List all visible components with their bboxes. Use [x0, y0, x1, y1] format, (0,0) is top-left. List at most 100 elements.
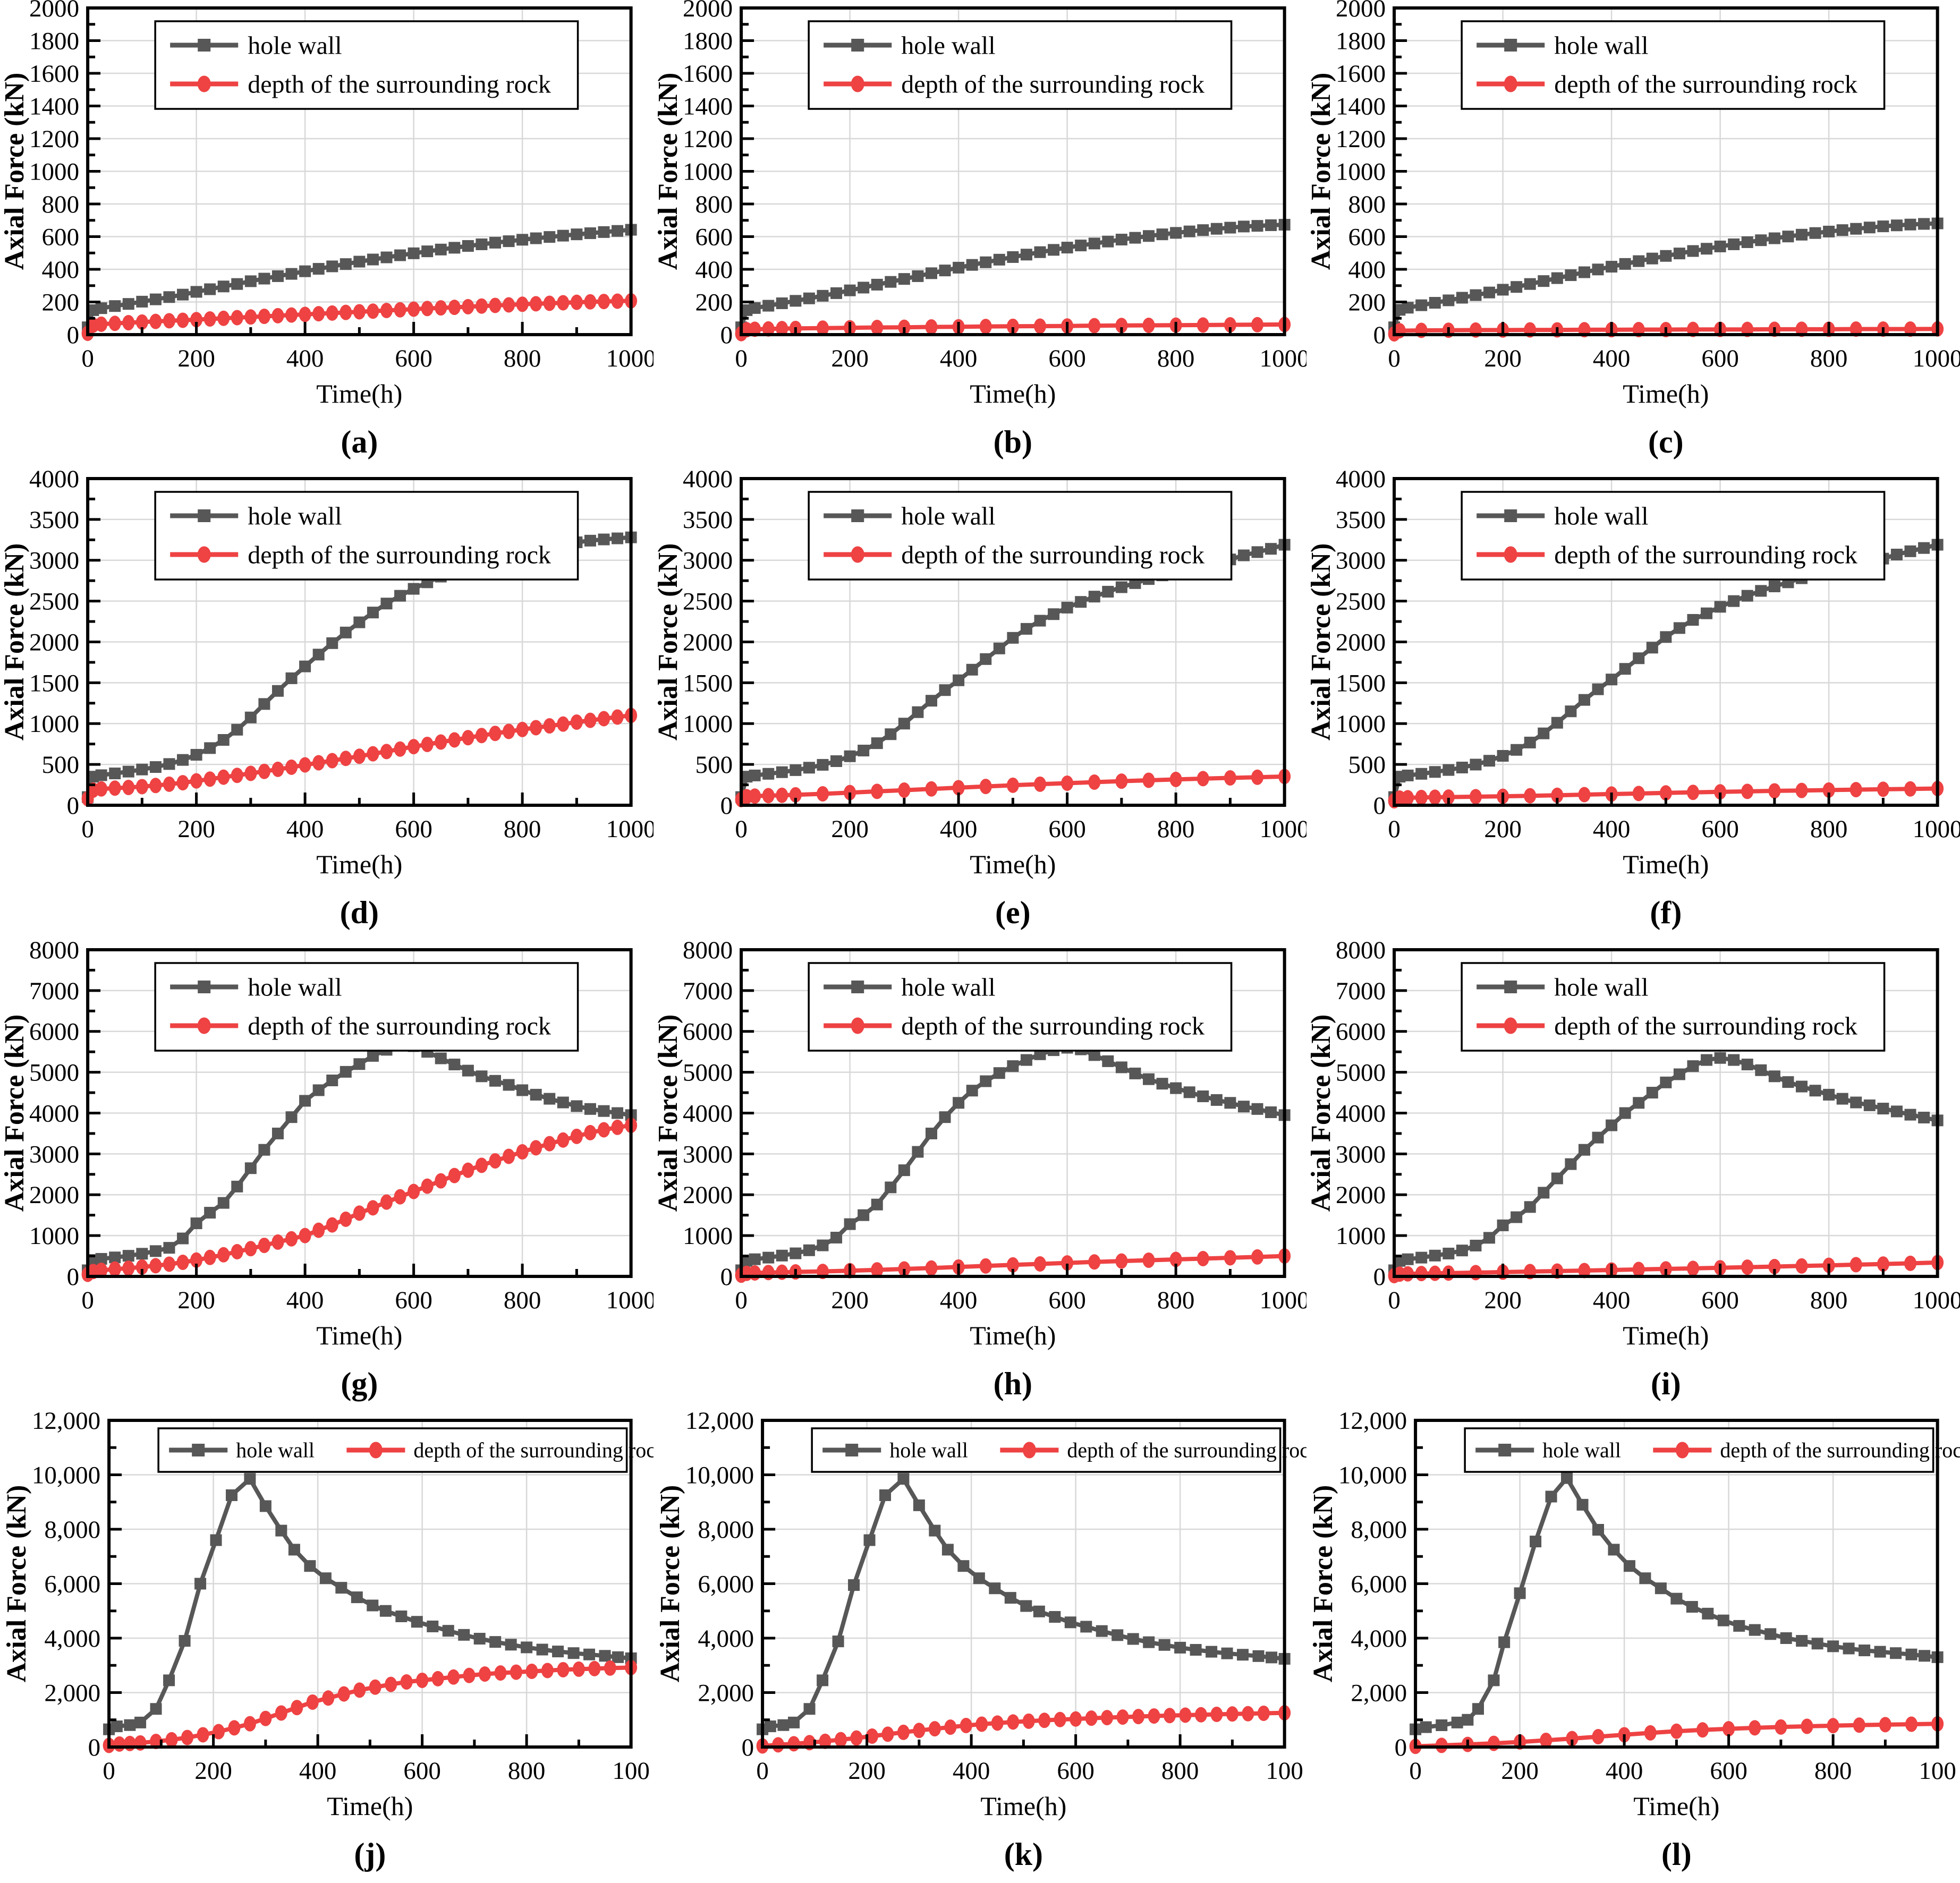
svg-text:0: 0 — [720, 792, 733, 820]
legend-label-hole_wall: hole wall — [901, 973, 995, 1001]
subplot-d: 0 200 400 600 800 1000 0 500 1000 1500 2000 2500 300… — [0, 471, 654, 942]
svg-text:1400: 1400 — [683, 93, 733, 121]
subplot-letter: (g) — [341, 1366, 378, 1401]
svg-text:0: 0 — [67, 792, 80, 820]
svg-text:1800: 1800 — [29, 28, 79, 55]
svg-text:0: 0 — [1373, 321, 1386, 349]
chart-l-canvas: 0 200 400 600 800 10002,0004,0006,0008,00010,… — [1306, 1412, 1960, 1883]
svg-text:200: 200 — [1484, 815, 1522, 843]
y-axis-label: Axial Force (kN) — [0, 1014, 30, 1212]
x-tick-labels: 0 200 400 600 800 1000 — [1388, 1286, 1960, 1314]
subplot-c: 0 200 400 600 800 1000 0 200 400 600 800 1000 1200 14… — [1306, 0, 1960, 471]
subplot-letter: (l) — [1661, 1837, 1692, 1872]
svg-text:1000: 1000 — [1259, 815, 1306, 843]
x-axis-label: Time(h) — [316, 849, 402, 879]
legend-label-hole_wall: hole wall — [236, 1438, 315, 1462]
y-tick-labels: 0 500 1000 1500 2000 2500 3000 3500 4000 — [29, 471, 79, 820]
subplot-j: 0 200 400 600 800 100 0 2,000 4,000 6,000 8,000 10,… — [0, 1412, 654, 1883]
svg-text:200: 200 — [831, 815, 869, 843]
svg-text:0: 0 — [741, 1734, 754, 1761]
svg-text:6,000: 6,000 — [44, 1570, 100, 1598]
y-axis-label: Axial Force (kN) — [1306, 73, 1336, 270]
x-axis-label: Time(h) — [327, 1791, 413, 1821]
svg-text:0: 0 — [1388, 815, 1401, 843]
x-axis-label: Time(h) — [980, 1791, 1066, 1821]
series-rock — [1409, 1716, 1944, 1754]
svg-text:1600: 1600 — [1336, 60, 1386, 88]
legend-label-hole_wall: hole wall — [889, 1438, 968, 1462]
subplot-letter: (h) — [993, 1366, 1032, 1401]
svg-text:600: 600 — [395, 1286, 432, 1314]
svg-text:1000: 1000 — [1336, 158, 1386, 186]
svg-text:600: 600 — [1048, 1286, 1086, 1314]
svg-text:4000: 4000 — [1336, 471, 1386, 493]
subplot-letter: (d) — [340, 895, 379, 930]
svg-text:8,000: 8,000 — [1351, 1516, 1407, 1544]
series-hole_wall — [82, 1038, 637, 1276]
svg-text:200: 200 — [695, 289, 733, 317]
svg-text:600: 600 — [1057, 1757, 1094, 1785]
svg-text:200: 200 — [177, 815, 215, 843]
svg-text:2500: 2500 — [1336, 588, 1386, 616]
subplot-a: 0 200 400 600 800 1000 0 200 400 600 800 1000 1200 14… — [0, 0, 654, 471]
x-tick-labels: 0 200 400 600 800 1000 — [1388, 345, 1960, 372]
svg-text:8000: 8000 — [29, 942, 79, 964]
svg-text:0: 0 — [756, 1757, 769, 1785]
y-axis-label: Axial Force (kN) — [654, 543, 683, 741]
axis-ticks — [740, 948, 1286, 1277]
legend: hole wall depth of the surrounding rock — [154, 20, 579, 110]
chart-c-canvas: 0 200 400 600 800 1000 0 200 400 600 800 1000 1200 14… — [1306, 0, 1960, 471]
svg-text:800: 800 — [1348, 191, 1386, 218]
svg-text:400: 400 — [286, 1286, 324, 1314]
legend: hole wall depth of the surrounding rock — [808, 491, 1233, 581]
svg-text:1200: 1200 — [1336, 125, 1386, 153]
svg-text:2500: 2500 — [29, 588, 79, 616]
x-tick-labels: 0 200 400 600 800 100 — [756, 1757, 1303, 1785]
chart-d-canvas: 0 200 400 600 800 1000 0 500 1000 1500 2000 2500 300… — [0, 471, 654, 942]
svg-text:0: 0 — [1395, 1734, 1407, 1761]
gridlines — [109, 1420, 631, 1747]
svg-text:4,000: 4,000 — [1351, 1625, 1407, 1652]
svg-text:400: 400 — [299, 1757, 337, 1785]
svg-text:2000: 2000 — [1336, 1181, 1386, 1209]
svg-text:100: 100 — [1266, 1757, 1303, 1785]
axis-ticks — [761, 1419, 1286, 1749]
axis-ticks — [86, 477, 633, 807]
svg-text:0: 0 — [720, 1263, 733, 1291]
svg-text:1000: 1000 — [683, 158, 733, 186]
svg-text:800: 800 — [1157, 815, 1195, 843]
chart-j-canvas: 0 200 400 600 800 10002,0004,0006,0008,00010,… — [0, 1412, 654, 1883]
y-tick-labels: 0 200 400 600 800 1000 1200 1400 1600 1800 2000 — [683, 0, 733, 349]
svg-text:0: 0 — [81, 1286, 94, 1314]
svg-text:1500: 1500 — [683, 670, 733, 697]
svg-text:1000: 1000 — [683, 1222, 733, 1250]
svg-text:400: 400 — [42, 256, 80, 284]
y-tick-labels: 0 2,000 4,000 6,000 8,000 10,000 12,000 — [685, 1412, 753, 1761]
series-rock — [81, 1117, 638, 1282]
y-axis-label: Axial Force (kN) — [654, 1014, 683, 1212]
svg-text:1400: 1400 — [1336, 93, 1386, 121]
x-axis-label: Time(h) — [970, 1320, 1056, 1350]
svg-text:6,000: 6,000 — [698, 1570, 754, 1598]
x-tick-labels: 0 200 400 600 800 1000 — [81, 345, 653, 372]
svg-text:100: 100 — [1919, 1757, 1957, 1785]
svg-text:200: 200 — [177, 345, 215, 372]
svg-text:12,000: 12,000 — [32, 1412, 100, 1435]
legend-label-rock: depth of the surrounding rock — [901, 541, 1204, 569]
subplot-letter: (b) — [993, 424, 1032, 459]
axis-ticks — [86, 948, 633, 1277]
svg-text:0: 0 — [720, 321, 733, 349]
svg-text:0: 0 — [1373, 1263, 1386, 1291]
x-axis-label: Time(h) — [316, 379, 402, 408]
svg-text:8000: 8000 — [683, 942, 733, 964]
subplot-i: 0 200 400 600 800 1000 0 1000 2000 3000 4000 5000 60… — [1306, 941, 1960, 1412]
svg-text:1000: 1000 — [1259, 345, 1306, 372]
svg-text:800: 800 — [1814, 1757, 1852, 1785]
series-hole_wall — [735, 219, 1291, 334]
svg-text:1000: 1000 — [1336, 711, 1386, 738]
svg-text:200: 200 — [1348, 289, 1386, 317]
svg-text:600: 600 — [1710, 1757, 1748, 1785]
svg-text:600: 600 — [395, 815, 432, 843]
svg-text:10,000: 10,000 — [1338, 1461, 1407, 1489]
